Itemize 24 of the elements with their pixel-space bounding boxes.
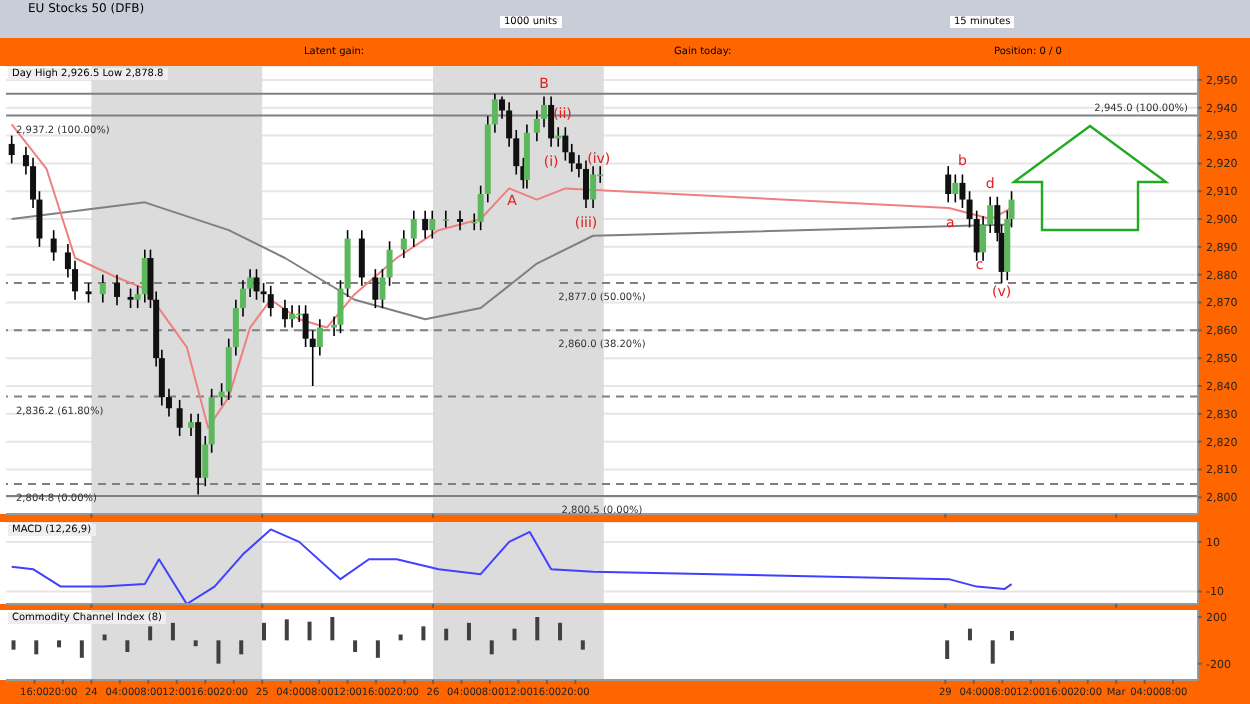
bar: [489, 640, 494, 655]
bar: [148, 626, 153, 641]
bar: [466, 622, 471, 641]
bar: [170, 622, 175, 641]
bar: [239, 640, 244, 655]
bar: [353, 640, 358, 652]
bar: [535, 617, 540, 641]
bar: [580, 640, 585, 650]
bar: [34, 640, 39, 655]
bar: [193, 640, 198, 647]
bar: [262, 622, 267, 641]
bar: [307, 621, 312, 641]
bar: [330, 617, 335, 641]
bar: [79, 640, 84, 658]
bar: [284, 619, 289, 641]
bar: [421, 626, 426, 641]
bar: [512, 628, 517, 641]
bar: [57, 640, 62, 648]
bar: [216, 640, 221, 664]
bar: [558, 622, 563, 641]
bar: [444, 628, 449, 641]
bar: [375, 640, 380, 658]
bar: [11, 640, 16, 650]
bar: [125, 640, 130, 652]
